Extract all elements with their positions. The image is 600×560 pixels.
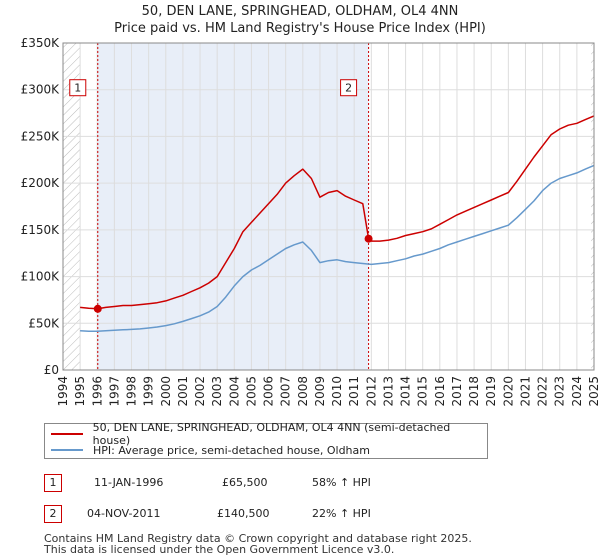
x-tick-label-1997: 1997 (107, 376, 121, 407)
x-tick-label-2024: 2024 (570, 376, 584, 407)
x-tick-label-2002: 2002 (193, 376, 207, 407)
x-tick-label-1998: 1998 (125, 376, 139, 407)
transaction-point-1 (93, 304, 102, 313)
x-tick-label-2001: 2001 (176, 376, 190, 407)
y-tick-label-4: £200K (21, 176, 61, 190)
x-tick-label-2005: 2005 (244, 376, 258, 407)
x-tick-label-2008: 2008 (296, 376, 310, 407)
transaction-point-2 (364, 234, 373, 243)
x-tick-label-2003: 2003 (210, 376, 224, 407)
plot-border (62, 42, 595, 371)
chart-legend: 50, DEN LANE, SPRINGHEAD, OLDHAM, OL4 4N… (44, 421, 488, 459)
x-tick-label-2016: 2016 (433, 376, 447, 407)
x-tick-label-2019: 2019 (484, 376, 498, 407)
hpi-line (80, 164, 595, 332)
legend-swatch-hpi (51, 449, 83, 451)
chart-title-line2: Price paid vs. HM Land Registry's House … (114, 21, 486, 36)
transaction-date-1: 11-JAN-1996 (94, 476, 164, 489)
annotation-label-2: 2 (345, 82, 352, 95)
hatched-region-2 (591, 43, 594, 370)
annotation-label-1: 1 (74, 82, 81, 95)
x-tick-label-2010: 2010 (330, 376, 344, 407)
footer-copyright: Contains HM Land Registry data © Crown c… (44, 532, 472, 545)
x-tick-label-1994: 1994 (56, 376, 70, 407)
annotation-box-2 (340, 79, 358, 97)
legend-label-property: 50, DEN LANE, SPRINGHEAD, OLDHAM, OL4 4N… (92, 421, 451, 447)
transaction-hpi-2: 22% ↑ HPI (312, 507, 371, 520)
x-tick-label-1996: 1996 (90, 376, 104, 407)
y-tick-label-2: £100K (21, 270, 61, 284)
y-tick-label-7: £350K (21, 36, 61, 50)
footer-licence: This data is licensed under the Open Gov… (44, 543, 395, 556)
y-tick-label-3: £150K (21, 223, 61, 237)
transaction-price-1: £65,500 (222, 476, 268, 489)
x-tick-label-2000: 2000 (159, 376, 173, 407)
hatched-region-1 (63, 43, 81, 370)
x-tick-label-2017: 2017 (450, 376, 464, 407)
legend-item-property: 50, DEN LANE, SPRINGHEAD, OLDHAM, OL4 4N… (51, 421, 487, 447)
transaction-hpi-1: 58% ↑ HPI (312, 476, 371, 489)
x-tick-label-2004: 2004 (227, 376, 241, 407)
price-chart: 1 2 £0 £50K £100K £150K £200K £250K £300K £350K 1… (21, 36, 600, 407)
x-tick-label-1999: 1999 (142, 376, 156, 407)
x-tick-label-2021: 2021 (518, 376, 532, 407)
x-tick-label-2023: 2023 (553, 376, 567, 407)
x-tick-label-2011: 2011 (347, 376, 361, 407)
chart-title-line1: 50, DEN LANE, SPRINGHEAD, OLDHAM, OL4 4N… (141, 4, 459, 19)
legend-item-hpi: HPI: Average price, semi-detached house,… (51, 442, 370, 458)
x-tick-label-2006: 2006 (262, 376, 276, 407)
legend-swatch-property (51, 433, 83, 435)
x-tick-label-2025: 2025 (587, 376, 600, 407)
x-tick-label-2009: 2009 (313, 376, 327, 407)
transaction-marker-1: 1 (44, 474, 62, 492)
x-tick-label-2007: 2007 (279, 376, 293, 407)
x-tick-label-2015: 2015 (416, 376, 430, 407)
transaction-price-2: £140,500 (217, 507, 270, 520)
transaction-date-2: 04-NOV-2011 (87, 507, 161, 520)
x-tick-label-1995: 1995 (73, 376, 87, 407)
x-tick-label-2013: 2013 (381, 376, 395, 407)
ownership-shaded-region (97, 43, 369, 370)
x-tick-label-2012: 2012 (364, 376, 378, 407)
y-tick-label-5: £250K (21, 129, 61, 143)
legend-label-hpi: HPI: Average price, semi-detached house,… (93, 443, 370, 457)
annotation-box-1 (69, 79, 87, 97)
transaction-marker-2: 2 (44, 505, 62, 523)
x-tick-label-2014: 2014 (399, 376, 413, 407)
x-tick-label-2022: 2022 (536, 376, 550, 407)
x-tick-label-2018: 2018 (467, 376, 481, 407)
y-tick-label-6: £300K (21, 83, 61, 97)
property-price-line (80, 115, 595, 310)
x-tick-label-2020: 2020 (501, 376, 515, 407)
y-tick-label-0: £0 (44, 363, 59, 377)
y-tick-label-1: £50K (28, 316, 60, 330)
